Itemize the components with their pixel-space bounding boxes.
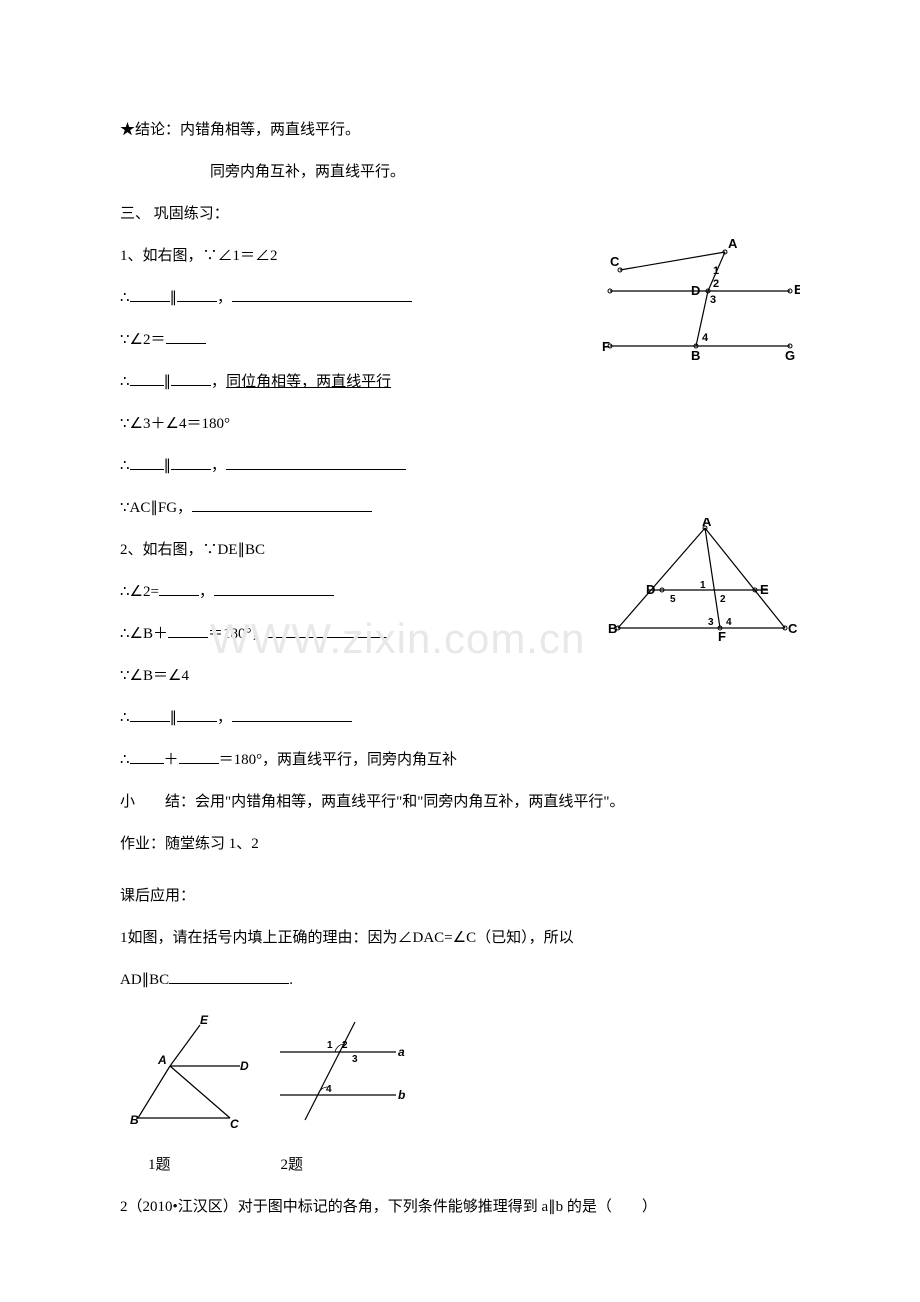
svg-text:1: 1 <box>327 1040 333 1051</box>
svg-text:4: 4 <box>326 1084 332 1095</box>
figure-1: A C D E F B G 1 2 3 4 <box>600 238 800 373</box>
svg-text:4: 4 <box>726 617 732 628</box>
conclusion-indent: 同旁内角互补，两直线平行。 <box>120 160 800 184</box>
svg-text:5: 5 <box>670 594 676 605</box>
svg-text:D: D <box>646 582 655 597</box>
svg-text:3: 3 <box>710 294 716 306</box>
ex1-line4: ∴∥，同位角相等，两直线平行 <box>120 370 800 394</box>
svg-text:3: 3 <box>708 617 714 628</box>
svg-text:1: 1 <box>700 580 706 591</box>
svg-text:3: 3 <box>352 1054 358 1065</box>
svg-text:F: F <box>718 629 726 644</box>
svg-text:E: E <box>794 282 800 297</box>
conclusion-star: ★结论：内错角相等，两直线平行。 <box>120 118 800 142</box>
summary-line: 小 结：会用"内错角相等，两直线平行"和"同旁内角互补，两直线平行"。 <box>120 790 800 814</box>
svg-text:A: A <box>702 518 712 529</box>
figure-2: A B C D E F 1 2 3 4 5 <box>600 518 800 653</box>
section3-title: 三、 巩固练习： <box>120 202 800 226</box>
fig-labels-row: 1题2题 <box>120 1153 800 1177</box>
homework-line: 作业：随堂练习 1、2 <box>120 832 800 856</box>
ex2-line5: ∴∥， <box>120 706 800 730</box>
ex1-line5: ∵∠3＋∠4＝180° <box>120 412 800 436</box>
ex2-line6: ∴＋＝180°，两直线平行，同旁内角互补 <box>120 748 800 772</box>
ex1-line6: ∴∥， <box>120 454 800 478</box>
svg-text:1: 1 <box>713 265 719 277</box>
svg-text:F: F <box>602 339 610 354</box>
svg-text:G: G <box>785 348 795 363</box>
svg-text:B: B <box>130 1113 139 1127</box>
svg-text:D: D <box>240 1059 249 1073</box>
svg-text:4: 4 <box>702 332 709 344</box>
svg-text:B: B <box>608 621 617 636</box>
svg-text:E: E <box>760 582 769 597</box>
svg-text:A: A <box>157 1053 167 1067</box>
ex2-line4: ∵∠B＝∠4 <box>120 664 800 688</box>
svg-text:C: C <box>230 1117 239 1130</box>
q2-line: 2（2010•江汉区）对于图中标记的各角，下列条件能够推理得到 a∥b 的是（ … <box>120 1195 800 1219</box>
svg-text:a: a <box>398 1045 405 1059</box>
ex1-line7: ∵AC∥FG， <box>120 496 800 520</box>
svg-text:C: C <box>788 621 798 636</box>
svg-text:2: 2 <box>342 1040 348 1051</box>
svg-text:2: 2 <box>720 594 726 605</box>
svg-text:b: b <box>398 1088 405 1102</box>
q1-line1: 1如图，请在括号内填上正确的理由：因为∠DAC=∠C（已知），所以 <box>120 926 800 950</box>
svg-text:D: D <box>691 283 700 298</box>
svg-text:E: E <box>200 1013 209 1027</box>
page-container: ★结论：内错角相等，两直线平行。 同旁内角互补，两直线平行。 三、 巩固练习： <box>0 0 920 1297</box>
svg-text:2: 2 <box>713 278 719 290</box>
figures-q1-q2: B C A D E a b 1 2 3 4 <box>130 1010 800 1135</box>
watermark-text: WWW.zixin.com.cn <box>210 615 585 663</box>
svg-text:B: B <box>691 348 700 363</box>
afterclass-title: 课后应用： <box>120 884 800 908</box>
svg-text:A: A <box>728 238 738 251</box>
q1-line2: AD∥BC. <box>120 968 800 992</box>
svg-text:C: C <box>610 254 620 269</box>
